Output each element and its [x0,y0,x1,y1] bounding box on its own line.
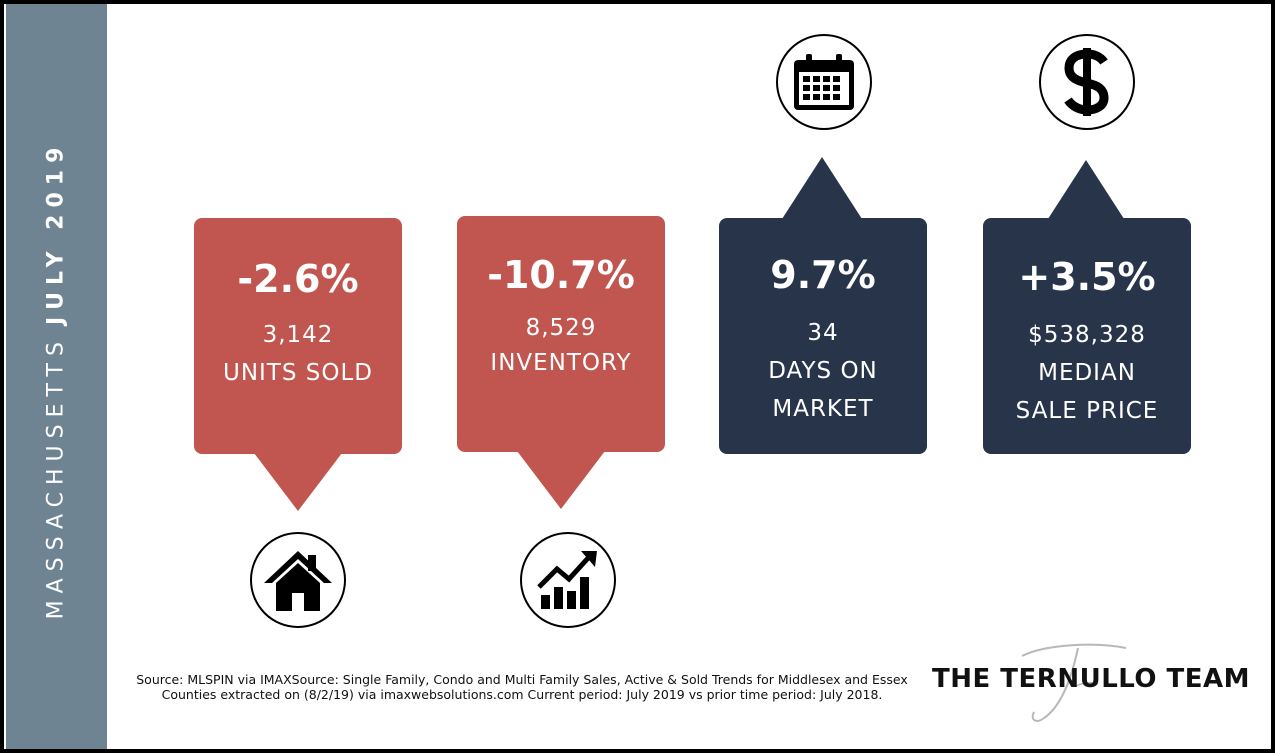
median-price-label-line1: MEDIAN [1038,360,1136,386]
median-price-label-line2: SALE PRICE [1015,398,1159,424]
days-on-market-pointer [782,157,862,219]
inventory-card: -10.7% 8,529 INVENTORY [457,216,665,452]
chart-growth-icon [537,551,597,609]
infographic: MASSACHUSETTS JULY 2019 -2.6% 3,142 UNITS… [4,4,1271,749]
source-note: Source: MLSPIN via IMAXSource: Single Fa… [136,672,908,702]
house-icon [264,551,332,611]
sidebar-title: MASSACHUSETTS JULY 2019 [44,141,69,620]
days-on-market-label-line2: MARKET [772,396,874,422]
median-price-icon-circle [1039,34,1135,130]
units-sold-card: -2.6% 3,142 UNITS SOLD [194,218,402,454]
units-sold-change: -2.6% [237,257,359,301]
sidebar-region: MASSACHUSETTS [43,335,69,620]
units-sold-pointer [254,453,342,511]
inventory-change: -10.7% [487,253,635,297]
inventory-label: INVENTORY [490,350,632,376]
units-sold-icon-circle [250,532,346,628]
median-price-change: +3.5% [1018,255,1156,299]
median-price-value: $538,328 [1028,322,1146,348]
inventory-pointer [517,451,605,509]
units-sold-value: 3,142 [262,322,334,348]
days-on-market-change: 9.7% [770,253,876,297]
sidebar-period: JULY 2019 [43,140,69,326]
units-sold-label: UNITS SOLD [222,360,373,386]
sidebar: MASSACHUSETTS JULY 2019 [6,4,107,749]
team-logo: THE TERNULLO TEAM [926,636,1250,728]
inventory-icon-circle [520,532,616,628]
logo-script-mark [1021,643,1127,722]
days-on-market-card: 9.7% 34 DAYS ON MARKET [719,218,927,454]
calendar-icon [794,54,854,110]
inventory-value: 8,529 [525,315,597,341]
logo-text: THE TERNULLO TEAM [932,664,1251,694]
days-on-market-icon-circle [776,34,872,130]
median-price-pointer [1046,160,1126,222]
days-on-market-label-line1: DAYS ON [768,358,878,384]
dollar-icon [1064,48,1109,116]
days-on-market-value: 34 [807,320,839,346]
median-price-card: +3.5% $538,328 MEDIAN SALE PRICE [983,218,1191,454]
